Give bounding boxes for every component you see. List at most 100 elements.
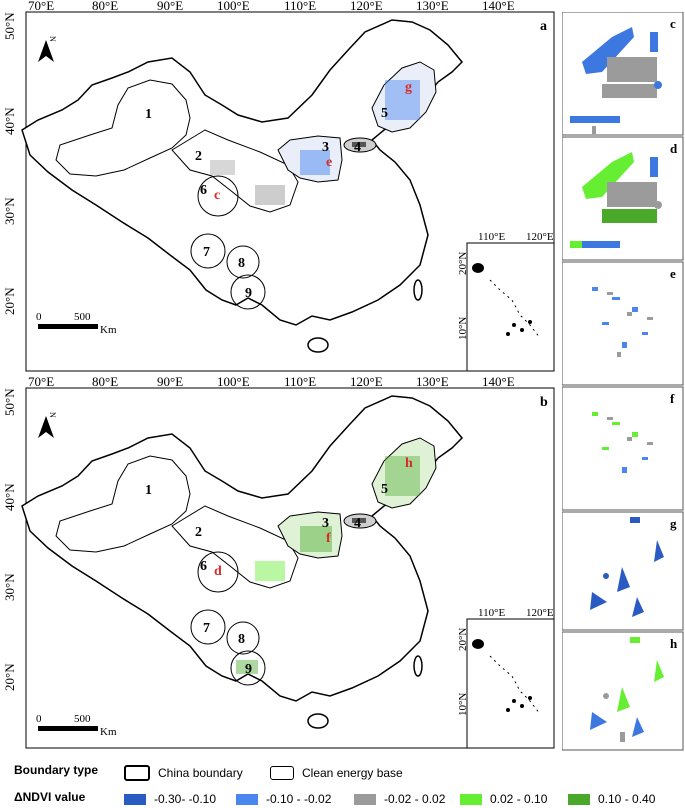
svg-text:120°E: 120°E bbox=[526, 607, 554, 619]
lon-label: 130°E bbox=[416, 0, 449, 13]
panel-letter-a: a bbox=[540, 19, 547, 34]
marker-label: h bbox=[405, 456, 413, 471]
base-5-outline bbox=[371, 437, 437, 509]
legend-ndvi-class: -0.10 - -0.02 bbox=[236, 790, 331, 808]
base-6-outline bbox=[197, 551, 239, 593]
ndvi-class-label: -0.10 - -0.02 bbox=[266, 792, 332, 807]
marker-label: f bbox=[326, 531, 331, 546]
base-label: 1 bbox=[145, 107, 152, 122]
lon-label: 140°E bbox=[482, 374, 515, 389]
base-label: 5 bbox=[381, 482, 388, 497]
lat-label: 30°N bbox=[2, 197, 17, 225]
ndvi-swatch bbox=[354, 793, 376, 805]
lat-label: 30°N bbox=[2, 573, 17, 601]
legend-ndvi-title: ΔNDVI value bbox=[14, 790, 86, 804]
base-label: 8 bbox=[238, 256, 245, 271]
svg-text:500: 500 bbox=[74, 311, 91, 323]
base-label: 7 bbox=[203, 621, 210, 636]
north-arrow-icon: N bbox=[38, 36, 57, 62]
lat-label: 20°N bbox=[2, 663, 17, 691]
svg-text:0: 0 bbox=[36, 311, 42, 323]
panel-letter-b: b bbox=[540, 395, 548, 410]
svg-text:Km: Km bbox=[100, 324, 117, 336]
base-label: 4 bbox=[354, 516, 361, 531]
legend-china-boundary: China boundary bbox=[124, 764, 243, 782]
legend-boundary-title: Boundary type bbox=[14, 763, 99, 777]
south-china-sea-inset: 110°E 120°E 20°N 10°N bbox=[457, 231, 555, 372]
base-5-outline bbox=[371, 61, 437, 133]
taiwan-island bbox=[413, 279, 423, 301]
lat-label: 40°N bbox=[2, 483, 17, 511]
base-7-outline bbox=[190, 233, 226, 269]
legend-ndvi-class: -0.02 - 0.02 bbox=[354, 790, 445, 808]
base-2-outline bbox=[171, 505, 299, 589]
svg-text:20°N: 20°N bbox=[457, 628, 469, 651]
base-3-outline bbox=[277, 511, 343, 559]
base-label: 2 bbox=[195, 149, 202, 164]
base-label: 1 bbox=[145, 483, 152, 498]
base-2-outline bbox=[171, 129, 299, 213]
svg-text:120°E: 120°E bbox=[526, 231, 554, 243]
china-boundary-label: China boundary bbox=[158, 766, 243, 781]
lon-label: 80°E bbox=[92, 0, 118, 13]
lon-label: 70°E bbox=[28, 0, 54, 13]
base-label: 6 bbox=[200, 183, 207, 198]
side-panel-f: f bbox=[561, 386, 684, 511]
side-panel-h: h bbox=[561, 631, 684, 751]
lon-label: 120°E bbox=[350, 374, 383, 389]
lon-label: 90°E bbox=[157, 374, 183, 389]
base-1-outline bbox=[55, 455, 191, 553]
base-7-outline bbox=[190, 609, 226, 645]
ndvi-pixels-b bbox=[236, 456, 420, 674]
base-label: 9 bbox=[245, 286, 252, 301]
lon-label: 70°E bbox=[28, 374, 54, 389]
lat-label: 20°N bbox=[2, 287, 17, 315]
base-label: 6 bbox=[200, 559, 207, 574]
lon-label: 120°E bbox=[350, 0, 383, 13]
base-8-outline bbox=[226, 621, 260, 655]
svg-text:e: e bbox=[670, 266, 676, 281]
map-b-svg: 70°E 80°E 90°E 100°E 110°E 120°E 130°E 1… bbox=[2, 374, 555, 749]
lat-label: 40°N bbox=[2, 107, 17, 135]
ndvi-class-label: -0.30- -0.10 bbox=[154, 792, 217, 807]
base-label: 5 bbox=[381, 106, 388, 121]
base-label: 3 bbox=[322, 516, 329, 531]
side-panel-g: g bbox=[561, 511, 684, 631]
ndvi-swatch bbox=[236, 793, 258, 805]
base-label: 2 bbox=[195, 525, 202, 540]
base-label: 3 bbox=[322, 140, 329, 155]
svg-text:10°N: 10°N bbox=[457, 317, 469, 340]
svg-text:10°N: 10°N bbox=[457, 693, 469, 716]
lon-label: 80°E bbox=[92, 374, 118, 389]
hainan-island bbox=[307, 337, 329, 353]
base-label: 8 bbox=[238, 632, 245, 647]
clean-energy-base-swatch bbox=[270, 766, 294, 781]
legend-boundary-row: Boundary type bbox=[14, 763, 98, 777]
svg-text:h: h bbox=[670, 636, 678, 651]
base-6-outline bbox=[197, 175, 239, 217]
base-9-outline bbox=[230, 274, 266, 310]
lon-label: 110°E bbox=[284, 0, 316, 13]
svg-text:110°E: 110°E bbox=[478, 231, 505, 243]
lat-label: 50°N bbox=[2, 388, 17, 416]
base-label: 9 bbox=[245, 662, 252, 677]
scale-bar: 0 500 Km bbox=[36, 311, 117, 336]
svg-text:0: 0 bbox=[36, 713, 42, 725]
lon-label: 140°E bbox=[482, 0, 515, 13]
ndvi-swatch bbox=[124, 793, 146, 805]
side-panel-e: e bbox=[561, 261, 684, 386]
side-panel-c: c bbox=[561, 11, 684, 136]
base-1-outline bbox=[55, 79, 191, 177]
lon-label: 130°E bbox=[416, 374, 449, 389]
clean-energy-base-label: Clean energy base bbox=[302, 766, 403, 781]
svg-text:N: N bbox=[48, 412, 57, 418]
svg-text:f: f bbox=[670, 391, 675, 406]
marker-label: c bbox=[214, 188, 220, 203]
legend-ndvi-row: ΔNDVI value bbox=[14, 790, 85, 804]
base-8-outline bbox=[226, 245, 260, 279]
hainan-island bbox=[307, 713, 329, 729]
base-label: 4 bbox=[354, 140, 361, 155]
side-panel-d: d bbox=[561, 136, 684, 261]
marker-label: g bbox=[405, 80, 412, 95]
ndvi-swatch bbox=[568, 793, 590, 805]
